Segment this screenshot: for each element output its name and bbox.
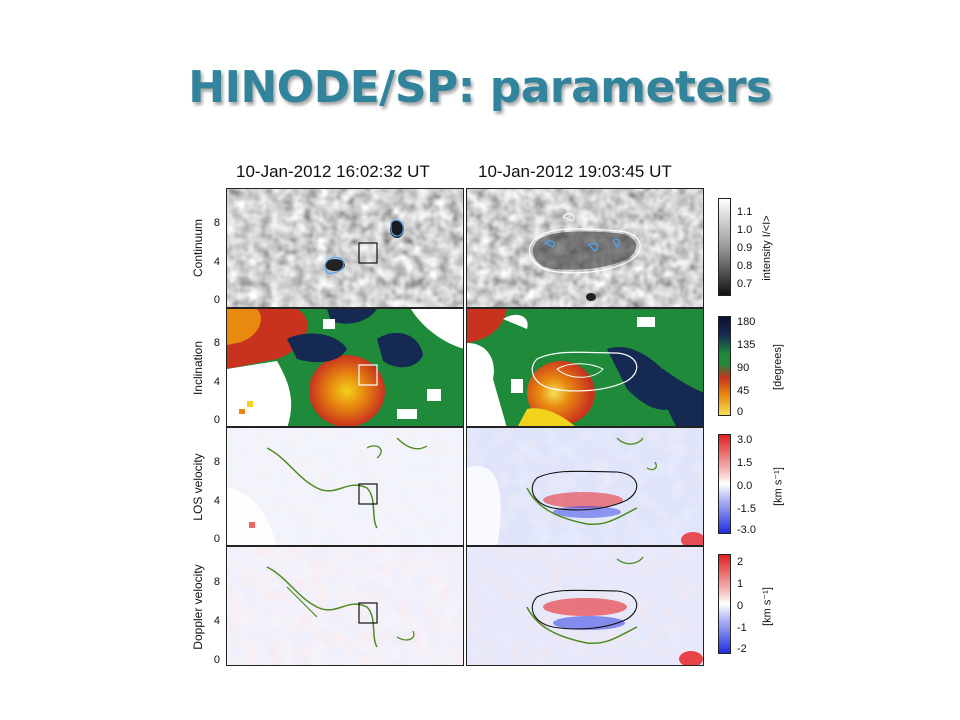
region-box bbox=[358, 602, 378, 624]
ytick: 8 bbox=[213, 217, 220, 229]
ytick: 4 bbox=[213, 615, 220, 627]
contour-green bbox=[266, 447, 378, 529]
colorbar-tick: 180 bbox=[737, 316, 756, 328]
colorbar-tick: 0.7 bbox=[737, 278, 753, 290]
colorbar-tick: 0 bbox=[737, 406, 744, 418]
column-time-right: 10-Jan-2012 19:03:45 UT bbox=[478, 162, 672, 181]
masked-region bbox=[227, 361, 292, 426]
ytick: 8 bbox=[213, 456, 220, 468]
los-velocity-panel-left bbox=[226, 427, 464, 546]
ytick: 0 bbox=[213, 533, 220, 545]
row-label-los-velocity: LOS velocity bbox=[191, 453, 205, 521]
ytick: 4 bbox=[213, 376, 220, 388]
colorbar-unit-continuum: intensity I/<I> bbox=[761, 215, 773, 281]
region-box bbox=[358, 242, 378, 264]
contour-white bbox=[528, 228, 641, 274]
colorbar-tick: -3.0 bbox=[737, 524, 756, 536]
row-label-continuum: Continuum bbox=[191, 218, 205, 278]
colorbar-tick: -1 bbox=[737, 622, 747, 634]
colorbar-tick: -2 bbox=[737, 643, 747, 655]
column-time-left: 10-Jan-2012 16:02:32 UT bbox=[236, 162, 430, 181]
colorbar-tick: 3.0 bbox=[737, 434, 753, 446]
inclination-panel-left bbox=[226, 308, 464, 427]
pore bbox=[325, 259, 345, 271]
colorbar-continuum bbox=[718, 198, 731, 296]
colorbar-doppler-velocity bbox=[718, 554, 731, 654]
colorbar-tick: -1.5 bbox=[737, 503, 756, 515]
colorbar-unit-doppler-velocity: [km s⁻¹] bbox=[761, 587, 774, 626]
region-box bbox=[358, 364, 378, 386]
inclination-panel-right bbox=[466, 308, 704, 427]
ytick: 4 bbox=[213, 495, 220, 507]
doppler-velocity-panel-right bbox=[466, 546, 704, 666]
doppler-velocity-panel-left bbox=[226, 546, 464, 666]
colorbar-unit-los-velocity: [km s⁻¹] bbox=[772, 467, 785, 506]
colorbar-tick: 1.0 bbox=[737, 224, 753, 236]
colorbar-tick: 0 bbox=[737, 600, 744, 612]
contour-black bbox=[531, 470, 638, 511]
colorbar-inclination bbox=[718, 316, 731, 416]
ytick: 8 bbox=[213, 337, 220, 349]
colorbar-unit-inclination: [degrees] bbox=[772, 344, 784, 390]
colorbar-tick: 1 bbox=[737, 578, 744, 590]
colorbar-tick: 2 bbox=[737, 556, 744, 568]
continuum-panel-right bbox=[466, 188, 704, 308]
pore bbox=[390, 220, 404, 238]
colorbar-tick: 0.8 bbox=[737, 260, 753, 272]
umbra-core bbox=[309, 355, 385, 426]
colorbar-tick: 45 bbox=[737, 385, 750, 397]
ytick: 0 bbox=[213, 654, 220, 666]
ytick: 0 bbox=[213, 414, 220, 426]
ytick: 0 bbox=[213, 294, 220, 306]
colorbar-tick: 90 bbox=[737, 362, 750, 374]
colorbar-tick: 0.0 bbox=[737, 480, 753, 492]
region-box bbox=[358, 483, 378, 505]
colorbar-tick: 1.5 bbox=[737, 457, 753, 469]
colorbar-los-velocity bbox=[718, 434, 731, 534]
row-label-doppler-velocity: Doppler velocity bbox=[191, 564, 205, 650]
ytick: 8 bbox=[213, 576, 220, 588]
colorbar-tick: 1.1 bbox=[737, 206, 753, 218]
los-velocity-panel-right bbox=[466, 427, 704, 546]
slide-title: HINODE/SP: parameters bbox=[188, 62, 772, 113]
colorbar-tick: 135 bbox=[737, 339, 756, 351]
continuum-panel-left bbox=[226, 188, 464, 308]
ytick: 4 bbox=[213, 256, 220, 268]
colorbar-tick: 0.9 bbox=[737, 242, 753, 254]
